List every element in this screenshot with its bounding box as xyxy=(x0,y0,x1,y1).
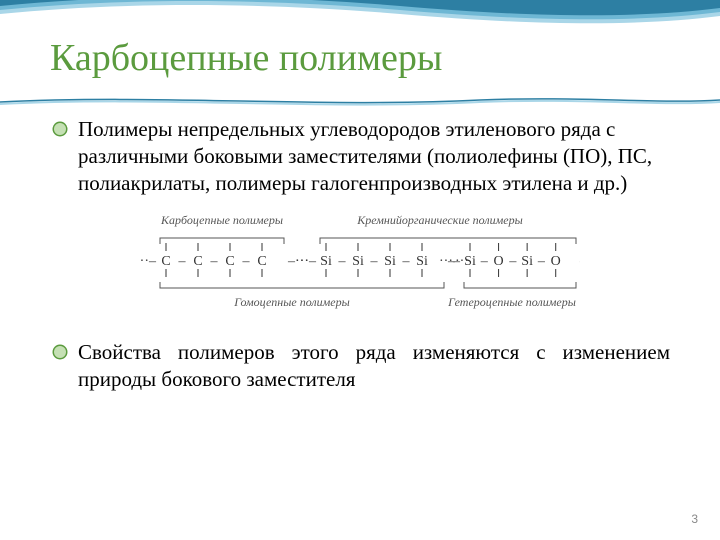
svg-text:O: O xyxy=(551,254,561,269)
polymer-chain-diagram: Карбоцепные полимеры Кремнийорганические … xyxy=(50,210,670,325)
page-number: 3 xyxy=(691,512,698,526)
body-list: Полимеры непредельных углеводородов этил… xyxy=(50,116,670,197)
svg-text:–: – xyxy=(338,254,347,269)
svg-text:C: C xyxy=(257,254,266,269)
bullet-item: Полимеры непредельных углеводородов этил… xyxy=(50,116,670,197)
svg-text:–: – xyxy=(370,254,379,269)
svg-text:···–: ···– xyxy=(295,254,317,269)
bullet-text: Полимеры непредельных углеводородов этил… xyxy=(78,117,652,195)
bullet-item: Свойства полимеров этого ряда изменяются… xyxy=(50,339,670,393)
svg-text:Si: Si xyxy=(521,254,533,269)
slide-title: Карбоцепные полимеры xyxy=(50,0,670,88)
svg-text:Si: Si xyxy=(464,254,476,269)
svg-text:C: C xyxy=(225,254,234,269)
svg-text:–: – xyxy=(537,254,546,269)
title-underline-wave xyxy=(0,96,720,108)
svg-text:Кремнийорганические полимеры: Кремнийорганические полимеры xyxy=(356,213,522,227)
svg-text:C: C xyxy=(193,254,202,269)
svg-text:Si: Si xyxy=(384,254,396,269)
svg-text:–: – xyxy=(508,254,517,269)
svg-text:–···: –··· xyxy=(579,254,580,269)
svg-text:–: – xyxy=(178,254,187,269)
svg-text:C: C xyxy=(161,254,170,269)
svg-text:···–: ···– xyxy=(140,254,157,269)
svg-text:Карбоцепные полимеры: Карбоцепные полимеры xyxy=(160,213,283,227)
svg-text:O: O xyxy=(494,254,504,269)
svg-text:Si: Si xyxy=(352,254,364,269)
svg-text:Гетероцепные полимеры: Гетероцепные полимеры xyxy=(447,295,576,309)
svg-text:–: – xyxy=(480,254,489,269)
svg-text:–: – xyxy=(402,254,411,269)
svg-text:Гомоцепные полимеры: Гомоцепные полимеры xyxy=(233,295,349,309)
svg-text:–: – xyxy=(242,254,251,269)
svg-text:Si: Si xyxy=(320,254,332,269)
svg-text:–: – xyxy=(210,254,219,269)
body-list-2: Свойства полимеров этого ряда изменяются… xyxy=(50,339,670,393)
svg-text:···–: ···– xyxy=(439,254,461,269)
svg-text:Si: Si xyxy=(416,254,428,269)
bullet-text: Свойства полимеров этого ряда изменяются… xyxy=(78,340,670,391)
